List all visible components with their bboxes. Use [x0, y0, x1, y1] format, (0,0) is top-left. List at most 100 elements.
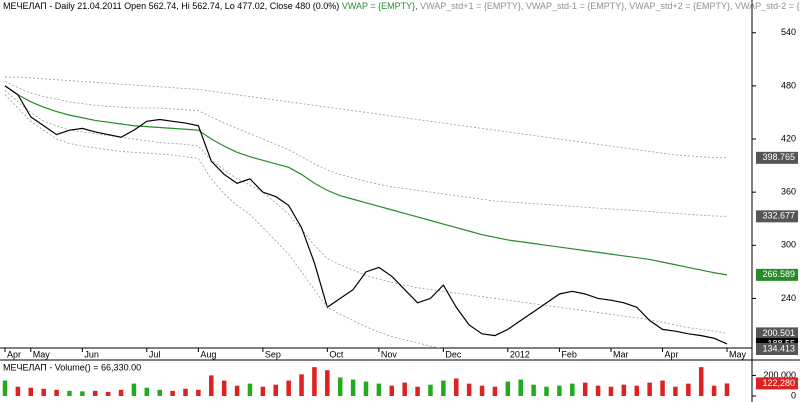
volume-bar [595, 385, 601, 396]
volume-bar [299, 374, 304, 396]
x-tick-label: Feb [561, 349, 577, 359]
volume-bar [518, 379, 523, 396]
volume-bar [157, 389, 162, 396]
volume-bar [273, 384, 279, 396]
volume-bar [466, 383, 472, 396]
title-part: VWAP_std+1 = {EMPTY}, VWAP_std-1 = {EMPT… [420, 1, 800, 11]
volume-bar [647, 382, 652, 396]
volume-bar [531, 384, 536, 396]
x-tick-label: Dec [445, 349, 462, 359]
volume-bar [183, 388, 188, 396]
volume-bar [2, 380, 8, 396]
last-value-label: 332.677 [762, 211, 795, 221]
x-tick-label: 2012 [510, 349, 530, 359]
x-tick-label: Aug [200, 349, 216, 359]
volume-bar [350, 379, 356, 396]
volume-bar [673, 386, 678, 396]
volume-bar [260, 386, 266, 396]
last-value-label: 266.589 [762, 269, 795, 279]
series-line [4, 85, 728, 345]
last-value-box [756, 343, 798, 355]
last-value-box [756, 151, 798, 164]
volume-bar [544, 386, 549, 396]
last-value-label: 200.501 [762, 328, 795, 338]
volume-bar [441, 380, 446, 396]
volume-bar [698, 367, 704, 396]
volume-bar [92, 390, 98, 396]
volume-bar [80, 391, 85, 396]
price-pane [4, 76, 728, 348]
volume-bar [479, 385, 485, 396]
volume-bar [325, 370, 330, 396]
volume-bar [15, 386, 21, 396]
volume-bar [711, 385, 717, 396]
volume-bar [312, 367, 317, 396]
volume-bar [621, 384, 627, 396]
y-tick-label: 300 [781, 240, 796, 250]
volume-bar [402, 382, 407, 396]
y-tick-label: 480 [781, 80, 796, 90]
series-line [5, 76, 728, 159]
series-line [4, 94, 442, 348]
x-tick-label: Oct [329, 349, 344, 359]
y-tick-label: 360 [781, 187, 796, 197]
volume-bar [221, 380, 227, 396]
volume-bar [582, 382, 588, 396]
volume-bar [28, 387, 34, 396]
volume-bar [337, 377, 343, 396]
x-tick-label: May [729, 349, 747, 359]
volume-bar [570, 383, 575, 396]
last-value-label: 134.413 [762, 343, 795, 353]
y-tick-label: 200,000 [763, 370, 796, 380]
x-tick-label: Apr [665, 349, 679, 359]
volume-bar [286, 380, 291, 396]
title-part: VWAP = {EMPTY}, [342, 1, 418, 11]
volume-bar [415, 386, 420, 396]
volume-bar [209, 375, 214, 396]
volume-bar [453, 378, 459, 396]
volume-bar [376, 383, 382, 396]
volume-bar [234, 385, 240, 396]
volume-bar [505, 381, 511, 396]
series-line [4, 85, 728, 276]
last-value-box [756, 327, 798, 340]
last-value-box [756, 210, 798, 223]
y-tick-label: 540 [781, 27, 796, 37]
x-tick-label: Mar [613, 349, 629, 359]
volume-bar [131, 383, 137, 396]
volume-bar [247, 383, 253, 396]
x-tick-label: Nov [381, 349, 398, 359]
volume-bar [724, 383, 730, 396]
volume-bar [67, 390, 72, 396]
last-value-box [756, 377, 798, 390]
volume-bar [660, 380, 665, 396]
x-tick-label: May [33, 349, 51, 359]
volume-bar [608, 386, 614, 396]
volume-bar [363, 381, 369, 396]
volume-bar [557, 385, 562, 396]
last-value-label: 398.765 [762, 152, 795, 162]
volume-bar [196, 389, 201, 396]
volume-bar [428, 384, 433, 396]
volume-bar [105, 391, 111, 396]
y-tick-label: 0 [791, 390, 796, 400]
chart-title: МЕЧЕЛАП - Daily 21.04.2011 Open 562.74, … [3, 1, 800, 11]
volume-bar [41, 388, 46, 396]
volume-bar [170, 390, 175, 396]
volume-bar [389, 385, 395, 396]
x-tick-label: Sep [265, 349, 281, 359]
volume-bar [686, 383, 691, 396]
volume-bar [144, 387, 150, 396]
volume-bar [54, 389, 59, 396]
y-tick-label: 420 [781, 133, 796, 143]
x-tick-label: Apr [7, 349, 21, 359]
last-value-box [756, 268, 798, 281]
chart-title: МЕЧЕЛАП - Volume() = 66,330.00 [3, 362, 141, 372]
title-part: МЕЧЕЛАП - Daily 21.04.2011 Open 562.74, … [3, 1, 339, 11]
last-value-label: 122,280 [762, 378, 795, 388]
volume-bar [634, 385, 640, 396]
y-tick-label: 240 [781, 293, 796, 303]
volume-bar [492, 386, 498, 396]
